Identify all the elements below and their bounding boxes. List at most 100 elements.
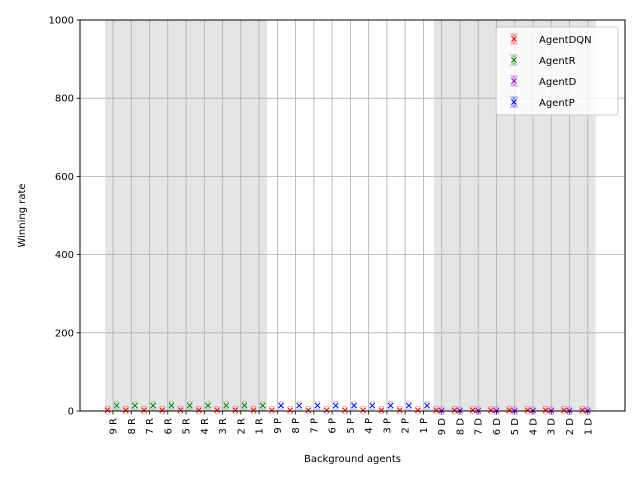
- marker-stroke: [369, 402, 376, 409]
- data-point-agentdqn: [177, 406, 184, 415]
- marker-stroke: [168, 402, 175, 409]
- legend-entry: AgentDQN: [510, 33, 592, 46]
- data-point-agentdqn: [305, 406, 312, 415]
- marker-stroke: [378, 407, 385, 414]
- x-tick-label: 6 P: [328, 418, 339, 434]
- x-tick-label: 5 R: [182, 418, 193, 435]
- data-point-agentp: [351, 401, 357, 410]
- data-point-agentdqn: [542, 406, 549, 415]
- marker-stroke: [278, 402, 284, 409]
- data-point-agentr: [150, 401, 157, 410]
- x-tick-label: 2 P: [401, 418, 412, 434]
- marker-stroke: [488, 407, 494, 414]
- x-tick-label: 1 R: [255, 418, 266, 435]
- data-point-agentdqn: [524, 406, 531, 415]
- plot-frame: [79, 19, 626, 412]
- data-point-agentdqn: [232, 406, 239, 415]
- x-tick-label: 9 P: [273, 418, 284, 434]
- x-tick-label: 1 D: [583, 418, 594, 436]
- marker-stroke: [469, 407, 476, 414]
- marker-stroke: [414, 407, 421, 414]
- data-point-agentdqn: [506, 406, 513, 415]
- data-point-agentdqn: [579, 406, 586, 415]
- marker-stroke: [323, 407, 330, 414]
- x-tick-label: 7 D: [474, 418, 485, 436]
- marker-stroke: [195, 407, 202, 414]
- data-point-agentp: [278, 401, 284, 410]
- marker-stroke: [424, 402, 431, 409]
- data-point-agentdqn: [287, 406, 294, 415]
- data-point-agentdqn: [451, 406, 458, 415]
- data-point-agentdqn: [122, 406, 129, 415]
- legend-entry: AgentD: [510, 75, 577, 88]
- data-point-agentdqn: [104, 406, 111, 415]
- marker-stroke: [341, 407, 348, 414]
- marker-stroke: [360, 407, 367, 414]
- y-tick-label: 0: [68, 407, 74, 418]
- marker-stroke: [241, 402, 248, 409]
- marker-stroke: [396, 407, 403, 414]
- marker-stroke: [451, 407, 458, 414]
- legend-marker: [511, 56, 517, 64]
- data-point-agentr: [241, 401, 248, 410]
- marker-stroke: [561, 407, 567, 414]
- data-point-agentdqn: [341, 406, 348, 415]
- marker-stroke: [387, 402, 394, 409]
- marker-stroke: [186, 402, 193, 409]
- marker-stroke: [159, 407, 166, 414]
- data-point-agentdqn: [396, 406, 403, 415]
- x-tick-label: 3 P: [382, 418, 393, 434]
- data-point-agentdqn: [561, 406, 567, 415]
- x-tick-label: 9 D: [437, 418, 448, 436]
- marker-stroke: [332, 402, 339, 409]
- marker-stroke: [250, 407, 257, 414]
- marker-stroke: [524, 407, 531, 414]
- data-point-agentdqn: [159, 406, 166, 415]
- x-tick-label: 5 P: [346, 418, 357, 434]
- x-tick-label: 7 P: [309, 418, 320, 434]
- y-tick-label: 200: [55, 328, 74, 339]
- y-tick-label: 800: [55, 94, 74, 105]
- legend-marker: [511, 77, 517, 85]
- data-point-agentdqn: [250, 406, 257, 415]
- data-point-agentr: [204, 401, 211, 410]
- x-tick-label: 6 R: [163, 418, 174, 435]
- data-point-agentp: [296, 401, 303, 410]
- x-tick-label: 2 D: [565, 418, 576, 436]
- marker-stroke: [511, 57, 517, 63]
- legend-box: [495, 26, 619, 116]
- marker-stroke: [131, 402, 138, 409]
- legend-label: AgentDQN: [539, 35, 592, 46]
- x-tick-label: 3 R: [218, 418, 229, 435]
- data-point-agentp: [332, 401, 339, 410]
- marker-stroke: [204, 402, 211, 409]
- y-axis: 0 200 400 600 800 1000: [49, 16, 80, 418]
- legend-label: AgentP: [539, 98, 575, 109]
- data-point-agentp: [405, 401, 412, 410]
- data-point-agentdqn: [488, 406, 494, 415]
- x-tick-label: 1 P: [419, 418, 430, 434]
- marker-stroke: [113, 402, 120, 409]
- data-point-agentdqn: [214, 406, 221, 415]
- y-axis-label: Winning rate: [17, 183, 28, 247]
- legend-entry: AgentR: [510, 54, 576, 67]
- x-tick-label: 8 R: [127, 418, 138, 435]
- y-tick-label: 600: [55, 172, 74, 183]
- x-tick-label: 3 D: [547, 418, 558, 436]
- marker-stroke: [433, 407, 440, 414]
- marker-stroke: [405, 402, 412, 409]
- x-tick-label: 2 R: [236, 418, 247, 435]
- marker-stroke: [511, 99, 517, 105]
- marker-stroke: [506, 407, 513, 414]
- marker-stroke: [296, 402, 303, 409]
- data-point-agentdqn: [195, 406, 202, 415]
- marker-stroke: [259, 402, 266, 409]
- data-point-agentp: [424, 401, 431, 410]
- x-tick-label: 8 P: [291, 418, 302, 434]
- marker-stroke: [122, 407, 129, 414]
- data-point-agentdqn: [360, 406, 367, 415]
- y-tick-label: 1000: [49, 16, 74, 27]
- x-tick-label: 8 D: [455, 418, 466, 436]
- x-axis: 9 R 8 R 7 R 6 R 5 R 4 R 3 R 2 R 1 R 9 P 8 P 7 P 6 P 5…: [109, 411, 594, 436]
- data-point-agentdqn: [469, 406, 476, 415]
